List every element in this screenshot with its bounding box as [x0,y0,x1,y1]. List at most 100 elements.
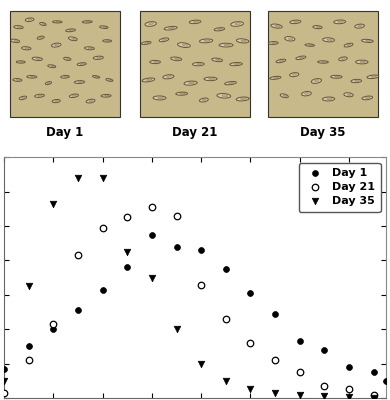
Ellipse shape [53,21,62,23]
Ellipse shape [362,96,373,100]
Day 35 [321,393,328,400]
Ellipse shape [358,25,362,27]
Ellipse shape [236,39,249,43]
Ellipse shape [316,26,320,28]
Ellipse shape [11,39,20,43]
Ellipse shape [272,42,276,44]
Ellipse shape [199,39,213,43]
Ellipse shape [344,93,353,97]
Ellipse shape [225,82,236,85]
Text: Day 35: Day 35 [300,126,346,139]
Day 1 [99,286,106,293]
Ellipse shape [163,75,174,79]
Ellipse shape [362,39,373,42]
Ellipse shape [280,94,288,98]
Day 35 [223,378,229,384]
Day 21 [124,214,130,221]
Ellipse shape [222,95,228,97]
Ellipse shape [216,59,220,61]
Day 21 [247,340,254,346]
Day 21 [50,321,56,327]
Day 1 [321,347,328,353]
Ellipse shape [177,43,190,48]
Ellipse shape [292,74,296,75]
Text: Day 1: Day 1 [46,126,84,139]
Day 21 [1,390,7,396]
Ellipse shape [85,47,94,50]
Ellipse shape [234,63,240,65]
Day 21 [25,357,32,363]
Ellipse shape [145,42,149,44]
Ellipse shape [162,39,167,40]
Ellipse shape [193,21,199,22]
Ellipse shape [290,20,301,24]
Ellipse shape [209,78,214,80]
Ellipse shape [27,76,37,78]
Day 35 [297,392,303,399]
Ellipse shape [45,82,51,85]
Ellipse shape [188,82,194,84]
Ellipse shape [360,61,365,63]
Ellipse shape [366,40,371,42]
Ellipse shape [301,92,311,96]
Ellipse shape [13,78,22,81]
FancyBboxPatch shape [268,11,378,117]
Ellipse shape [347,44,351,46]
Ellipse shape [182,44,188,46]
Ellipse shape [214,28,225,31]
Day 1 [50,326,56,332]
Ellipse shape [149,23,153,25]
Ellipse shape [69,30,73,31]
Day 35 [25,283,32,290]
Ellipse shape [331,75,342,78]
Ellipse shape [285,36,295,41]
Day 35 [247,386,254,393]
Ellipse shape [142,42,151,44]
Day 35 [124,249,130,255]
Ellipse shape [219,43,233,47]
Ellipse shape [73,95,76,96]
Ellipse shape [305,92,308,94]
Day 35 [149,274,155,281]
Ellipse shape [305,44,314,46]
Ellipse shape [16,61,25,63]
Ellipse shape [159,38,169,42]
Day 1 [346,364,352,370]
Ellipse shape [351,79,362,83]
Ellipse shape [193,62,204,66]
Ellipse shape [204,40,210,42]
Ellipse shape [189,20,201,24]
Ellipse shape [64,76,67,77]
Ellipse shape [276,59,286,63]
Ellipse shape [296,56,306,60]
Ellipse shape [355,80,359,82]
Day 21 [297,369,303,376]
Ellipse shape [335,76,340,77]
Day 21 [75,252,81,258]
Ellipse shape [145,22,156,26]
Ellipse shape [88,48,92,49]
Ellipse shape [25,48,29,49]
Ellipse shape [150,60,160,64]
Ellipse shape [142,78,155,82]
Day 21 [99,224,106,231]
Ellipse shape [338,21,343,22]
Day 21 [198,281,204,288]
Ellipse shape [21,97,25,98]
Ellipse shape [202,99,206,101]
Ellipse shape [344,43,353,47]
Ellipse shape [66,58,69,60]
Ellipse shape [279,60,284,62]
Ellipse shape [342,58,345,60]
Day 21 [223,316,229,322]
Ellipse shape [299,57,303,58]
Ellipse shape [55,44,58,46]
Ellipse shape [61,76,69,78]
Day 1 [297,338,303,344]
Ellipse shape [270,76,281,79]
Ellipse shape [89,100,93,102]
Ellipse shape [72,38,75,40]
Text: Day 21: Day 21 [172,126,218,139]
FancyBboxPatch shape [140,11,250,117]
Ellipse shape [268,42,278,44]
